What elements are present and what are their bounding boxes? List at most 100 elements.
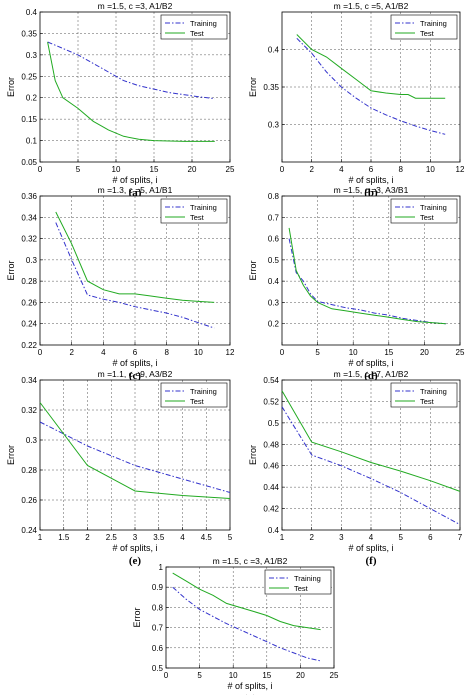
y-axis-label: Error <box>6 445 16 465</box>
x-tick-label: 1.5 <box>58 533 70 542</box>
chart-e: 1 1.5 2 2.5 3 3.5 4 4.5 5 0.24 0.26 0.28 0.3 0.32 0.34… <box>6 369 233 567</box>
y-axis-label: Error <box>132 607 142 627</box>
axes-frame <box>165 566 335 669</box>
series-line-training <box>172 586 321 662</box>
x-tick-label: 5 <box>398 533 403 542</box>
legend-label: Training <box>190 387 217 396</box>
legend-box <box>264 569 332 595</box>
x-tick-label: 10 <box>194 348 203 357</box>
x-tick-label: 4 <box>180 533 185 542</box>
x-tick-label: 15 <box>150 165 159 174</box>
chart-title: m =1.5, c =3, A3/B1 <box>334 185 409 195</box>
x-axis-label: # of splits, i <box>348 543 393 553</box>
legend-box <box>390 382 458 408</box>
x-tick-label: 0 <box>280 165 285 174</box>
x-tick-label: 20 <box>188 165 197 174</box>
y-tick-label: 0.3 <box>268 121 280 130</box>
x-tick-label: 2 <box>309 165 314 174</box>
series-line-test <box>47 41 215 142</box>
x-tick-label: 0 <box>280 348 285 357</box>
y-tick-label: 0.42 <box>263 505 279 514</box>
y-tick-label: 0.5 <box>152 664 164 673</box>
legend-box <box>390 14 458 40</box>
x-tick-label: 8 <box>164 348 169 357</box>
y-tick-label: 0.5 <box>268 419 280 428</box>
y-axis-label: Error <box>248 77 258 97</box>
y-tick-label: 0.7 <box>268 213 280 222</box>
y-tick-label: 0.4 <box>26 8 38 17</box>
series-line-test <box>288 227 446 325</box>
legend-box <box>160 382 228 408</box>
y-tick-label: 0.54 <box>263 376 279 385</box>
series-line-training <box>47 41 215 100</box>
y-tick-label: 0.7 <box>152 624 164 633</box>
x-tick-label: 1 <box>38 533 43 542</box>
x-axis-label: # of splits, i <box>112 175 157 185</box>
x-tick-label: 3 <box>339 533 344 542</box>
subfigure-label: (c) <box>129 370 142 382</box>
legend-label: Test <box>294 584 309 593</box>
legend-label: Training <box>190 19 217 28</box>
chart-f: 1 2 3 4 5 6 7 0.4 0.42 0.44 0.46 0.48 0.5 0.52 0.54 m =… <box>248 369 463 567</box>
series-line-training <box>296 37 446 135</box>
x-tick-label: 5 <box>228 533 233 542</box>
x-tick-label: 12 <box>226 348 235 357</box>
chart-d: 0 5 10 15 20 25 0.2 0.3 0.4 0.5 0.6 0.7 0.8 m =1.5, c… <box>248 185 465 382</box>
chart-title: m =1.5, c =5, A1/B2 <box>334 1 409 11</box>
x-tick-label: 10 <box>112 165 121 174</box>
y-axis-label: Error <box>248 445 258 465</box>
legend-box <box>390 198 458 224</box>
y-axis-label: Error <box>248 260 258 280</box>
legend-label: Training <box>420 387 447 396</box>
y-tick-label: 0.9 <box>152 583 164 592</box>
y-tick-label: 0.05 <box>21 158 37 167</box>
y-tick-label: 0.2 <box>268 320 280 329</box>
series-line-training <box>55 222 215 329</box>
y-tick-label: 0.1 <box>26 137 38 146</box>
chart-title: m =1.5, c =3, A1/B2 <box>213 556 288 566</box>
y-tick-label: 0.35 <box>263 83 279 92</box>
y-tick-label: 0.34 <box>21 213 37 222</box>
x-tick-label: 6 <box>369 165 374 174</box>
y-tick-label: 0.3 <box>26 51 38 60</box>
x-tick-label: 5 <box>76 165 81 174</box>
x-tick-label: 0 <box>164 671 169 680</box>
y-tick-label: 0.26 <box>21 298 37 307</box>
y-tick-label: 0.34 <box>21 376 37 385</box>
chart-a: 0 5 10 15 20 25 0.05 0.1 0.15 0.2 0.25 0.3 0.35 0.4 m … <box>6 1 235 199</box>
y-tick-label: 0.28 <box>21 277 37 286</box>
axes-frame <box>39 11 231 163</box>
x-tick-label: 4 <box>339 165 344 174</box>
y-tick-label: 0.28 <box>21 466 37 475</box>
x-tick-label: 5 <box>197 671 202 680</box>
x-tick-label: 2 <box>69 348 74 357</box>
y-tick-label: 0.52 <box>263 397 279 406</box>
x-tick-label: 3.5 <box>153 533 165 542</box>
x-tick-label: 7 <box>458 533 463 542</box>
x-tick-label: 4 <box>101 348 106 357</box>
x-tick-label: 10 <box>349 348 358 357</box>
legend-box <box>160 198 228 224</box>
y-tick-label: 0.32 <box>21 406 37 415</box>
y-tick-label: 0.3 <box>268 298 280 307</box>
series-line-test <box>39 402 231 499</box>
x-tick-label: 4 <box>369 533 374 542</box>
subfigure-label: (d) <box>364 370 378 382</box>
x-tick-label: 4.5 <box>201 533 213 542</box>
y-tick-label: 0.8 <box>268 192 280 201</box>
x-tick-label: 8 <box>398 165 403 174</box>
x-tick-label: 25 <box>330 671 339 680</box>
x-tick-label: 20 <box>296 671 305 680</box>
series-line-training <box>39 421 231 493</box>
x-tick-label: 1 <box>280 533 285 542</box>
x-tick-label: 10 <box>229 671 238 680</box>
y-tick-label: 0.3 <box>26 436 38 445</box>
y-tick-label: 0.32 <box>21 235 37 244</box>
